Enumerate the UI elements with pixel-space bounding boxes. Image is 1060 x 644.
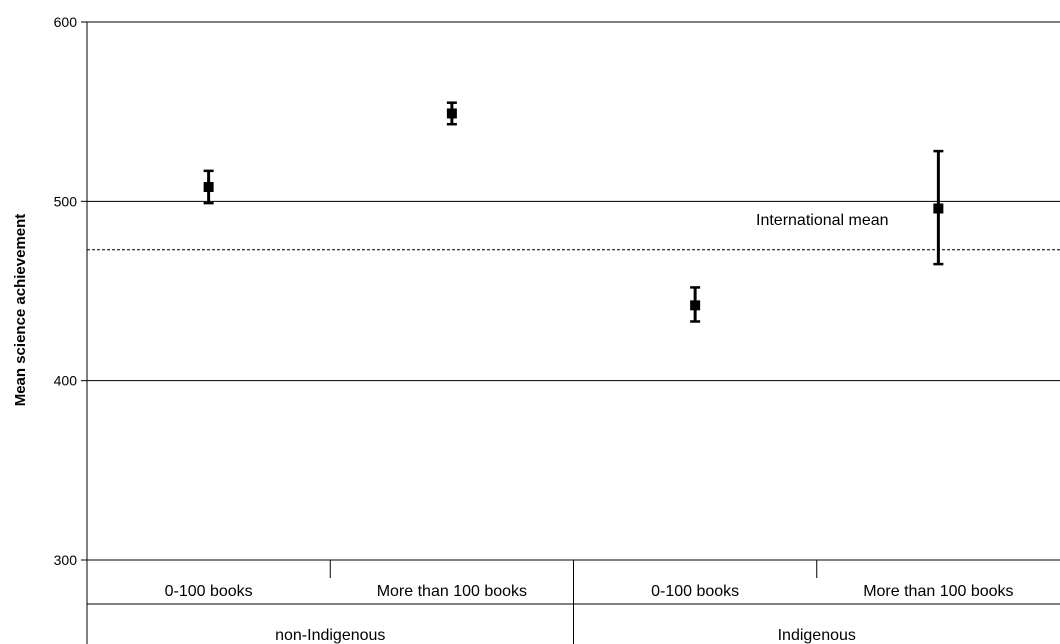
- x-category-label: 0-100 books: [165, 583, 253, 600]
- y-tick-label: 300: [54, 552, 78, 568]
- x-category-label: More than 100 books: [377, 583, 527, 600]
- reference-line-label: International mean: [756, 212, 889, 229]
- axis-labels: 300 400 500 600 0-100 books More than 100 boo…: [54, 14, 1014, 644]
- y-axis-title: Mean science achievement: [12, 214, 29, 407]
- data-points: [203, 101, 944, 323]
- x-category-label: 0-100 books: [651, 583, 739, 600]
- data-point-marker: [690, 300, 701, 311]
- data-point-marker: [446, 108, 457, 119]
- axes: [81, 21, 1060, 644]
- x-group-label: Indigenous: [778, 627, 856, 644]
- y-tick-label: 500: [54, 193, 78, 209]
- y-tick-label: 600: [54, 14, 78, 30]
- x-group-label: non-Indigenous: [275, 627, 385, 644]
- gridlines: [87, 21, 1060, 382]
- x-category-label: More than 100 books: [863, 583, 1013, 600]
- y-tick-label: 400: [54, 373, 78, 389]
- data-point-marker: [203, 181, 214, 192]
- data-point-marker: [933, 203, 944, 214]
